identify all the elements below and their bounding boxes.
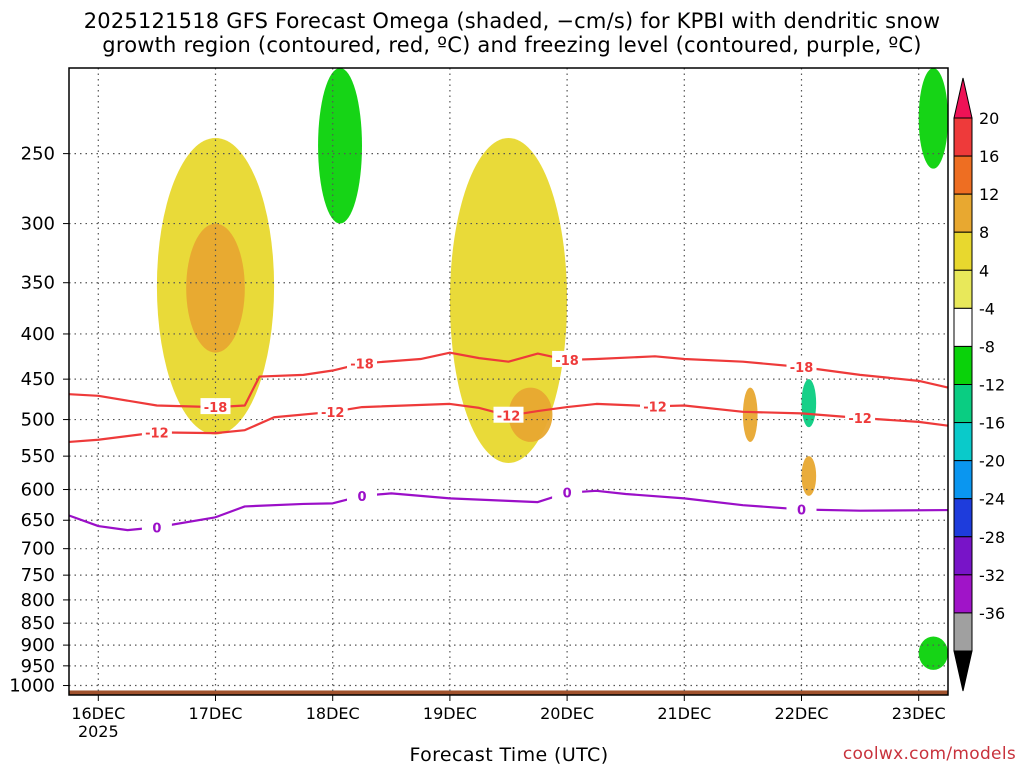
colorbar-band: [953, 574, 973, 614]
colorbar-band: [953, 345, 973, 385]
colorbar-band: [953, 384, 973, 424]
colorbar-label: -20: [979, 452, 1005, 471]
colorbar-band: [953, 193, 973, 233]
y-tick-label: 700: [21, 539, 55, 560]
contour-label: -18: [555, 354, 579, 369]
x-tick-label: 21DEC: [657, 704, 711, 723]
contour-label-bg: [347, 486, 377, 503]
colorbar-band: [953, 117, 973, 157]
contour-label: 0: [357, 490, 366, 505]
contour-label: -18: [204, 401, 228, 416]
y-tick-label: 750: [21, 565, 55, 586]
contour-label: 0: [797, 503, 806, 518]
omega-shaded-region: [918, 636, 948, 670]
omega-shaded-region: [449, 137, 568, 464]
contour-label: -12: [145, 426, 169, 441]
colorbar-band: [953, 460, 973, 500]
contour-label-bg: [552, 350, 583, 367]
contour-label-bg: [845, 409, 876, 426]
y-tick-label: 600: [21, 480, 55, 501]
y-tick-label: 300: [21, 214, 55, 235]
colorbar-label: -32: [979, 566, 1005, 585]
y-tick-label: 650: [21, 510, 55, 531]
x-tick-label: 20DEC: [540, 704, 594, 723]
x-tick-label: 22DEC: [775, 704, 829, 723]
contour-label: -18: [350, 357, 374, 372]
contour-label-bg: [141, 518, 172, 535]
colorbar-bottom-arrow: [953, 650, 973, 692]
colorbar-band: [953, 536, 973, 576]
colorbar-label: -28: [979, 528, 1005, 547]
y-tick-label: 850: [21, 613, 55, 634]
colorbar-label: 4: [979, 261, 989, 280]
y-tick-label: 500: [21, 410, 55, 431]
colorbar-band: [953, 498, 973, 538]
x-tick-sublabel: 2025: [78, 722, 119, 741]
contour-label: 0: [152, 521, 161, 536]
source-credit: coolwx.com/models: [842, 744, 1016, 764]
ground-strip: [69, 690, 948, 695]
colorbar-label: 12: [979, 185, 999, 204]
omega-shaded-region: [742, 387, 758, 442]
y-tick-label: 800: [21, 590, 55, 611]
colorbar-label: -16: [979, 414, 1005, 433]
colorbar-label: -12: [979, 376, 1005, 395]
x-tick-label: 18DEC: [306, 704, 360, 723]
omega-shaded-region: [318, 68, 362, 224]
contour-label-bg: [552, 483, 583, 500]
x-tick-label: 23DEC: [892, 704, 946, 723]
contour-label: -18: [790, 361, 814, 376]
colorbar-band: [953, 231, 973, 271]
x-tick-label: 17DEC: [189, 704, 243, 723]
contour-label-bg: [493, 406, 524, 423]
contour-label-bg: [141, 423, 172, 440]
contour-label: -12: [321, 406, 345, 421]
y-tick-label: 950: [21, 656, 55, 677]
colorbar-label: -8: [979, 337, 995, 356]
y-tick-label: 350: [21, 273, 55, 294]
colorbar-label: -36: [979, 604, 1005, 623]
colorbar-band: [953, 422, 973, 462]
colorbar-band: [953, 612, 973, 652]
omega-shaded-region: [801, 456, 817, 496]
colorbar-band: [953, 307, 973, 347]
colorbar-label: 8: [979, 223, 989, 242]
y-tick-label: 450: [21, 369, 55, 390]
contour-label-bg: [786, 500, 817, 517]
contour--18: [68, 351, 949, 409]
colorbar-top-arrow: [953, 77, 973, 119]
omega-shaded-region: [918, 68, 948, 169]
plot-frame: [68, 67, 949, 696]
y-tick-label: 250: [21, 144, 55, 165]
contour-label-bg: [347, 354, 377, 371]
omega-shaded-region: [508, 387, 553, 442]
omega-shaded-region: [801, 379, 817, 428]
contour-label: -12: [848, 412, 872, 427]
contour-label-bg: [640, 397, 670, 414]
colorbar-label: -4: [979, 299, 995, 318]
chart-title-line-1: 2025121518 GFS Forecast Omega (shaded, −…: [83, 9, 941, 33]
contour-0: [68, 489, 949, 532]
colorbar-label: 20: [979, 109, 999, 128]
colorbar-band: [953, 155, 973, 195]
chart-title-line-2: growth region (contoured, red, ºC) and f…: [102, 33, 922, 57]
y-tick-label: 400: [21, 324, 55, 345]
colorbar-label: 16: [979, 147, 999, 166]
contour-label-bg: [786, 358, 817, 375]
y-tick-label: 1000: [9, 676, 55, 697]
contour-label: -12: [643, 400, 667, 415]
y-tick-label: 550: [21, 446, 55, 467]
contour-label-bg: [317, 402, 348, 419]
x-axis-title: Forecast Time (UTC): [409, 744, 609, 766]
contour-label: -12: [497, 410, 521, 425]
y-tick-label: 900: [21, 635, 55, 656]
x-tick-label: 19DEC: [423, 704, 477, 723]
contour-label: 0: [563, 487, 572, 502]
contour-label-bg: [200, 398, 231, 415]
colorbar-label: -24: [979, 490, 1005, 509]
x-tick-label: 16DEC: [71, 704, 125, 723]
colorbar-band: [953, 269, 973, 309]
